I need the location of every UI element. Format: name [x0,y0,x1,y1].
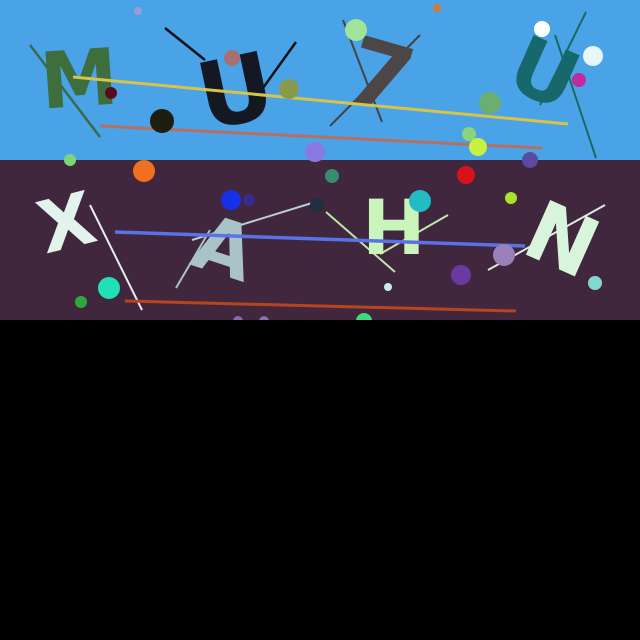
noise-dot [75,296,87,308]
noise-dot [505,192,517,204]
noise-line [29,44,101,138]
noise-dot [64,154,76,166]
noise-dot [243,194,255,206]
noise-line [175,229,211,289]
noise-dot [493,244,515,266]
noise-line [99,124,543,150]
noise-line [539,11,587,106]
noise-dot [433,4,441,12]
noise-dot [462,127,476,141]
noise-dot [457,166,475,184]
noise-dot [451,265,471,285]
noise-dot [310,198,324,212]
noise-dot [134,7,142,15]
noise-dot [534,21,550,37]
noise-dot [572,73,586,87]
noise-line [238,41,298,121]
noise-line [114,230,526,248]
noise-line [164,27,206,61]
noise-dot [221,190,241,210]
black-band-cover [0,320,640,640]
noise-dot [469,138,487,156]
noise-line [554,34,597,159]
noise-dot [325,169,339,183]
noise-line [72,75,569,126]
noise-line [89,204,143,311]
noise-dot [345,19,367,41]
noise-dot [583,46,603,66]
noise-dot [522,152,538,168]
noise-dot [305,142,325,162]
noise-dot [279,79,299,99]
noise-dot [224,50,240,66]
noise-dot [133,160,155,182]
noise-line [379,214,449,255]
noise-dot [588,276,602,290]
noise-line [124,299,517,313]
noise-dot [150,109,174,133]
noise-line [329,34,421,127]
noise-dot [384,283,392,291]
noise-dot [105,87,117,99]
noise-dot [409,190,431,212]
noise-dot [98,277,120,299]
noise-dot [479,92,501,114]
